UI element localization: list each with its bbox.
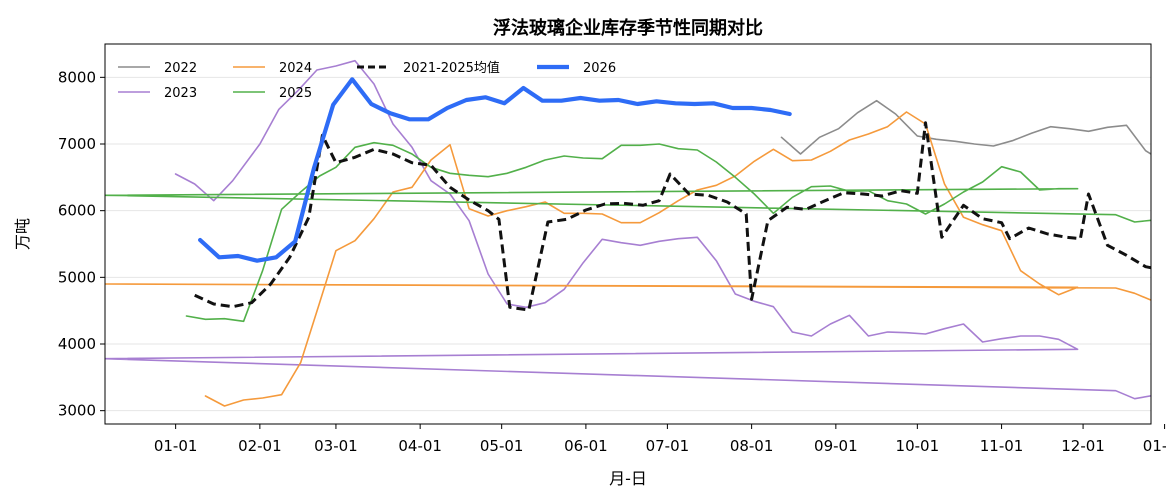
x-tick-label: 08-01 xyxy=(730,437,774,455)
series-line-2022 xyxy=(780,99,1151,156)
legend-label-2026: 2026 xyxy=(583,61,616,76)
series-layer xyxy=(105,59,1151,407)
legend-label-2022: 2022 xyxy=(164,61,197,76)
y-tick-label: 7000 xyxy=(58,135,96,153)
y-axis: 3000 4000 5000 6000 7000 8000 xyxy=(58,68,105,420)
x-tick-label: 04-01 xyxy=(398,437,442,455)
x-tick-label: 07-01 xyxy=(646,437,690,455)
y-tick-label: 3000 xyxy=(58,402,96,420)
y-tick-label: 4000 xyxy=(58,335,96,353)
x-axis-title: 月-日 xyxy=(609,469,647,488)
legend-label-2025: 2025 xyxy=(279,86,312,101)
x-axis: 01-01 02-01 03-01 04-01 05-01 06-01 07-01 08-01… xyxy=(154,424,1166,455)
series-line-2026 xyxy=(198,77,792,263)
series-line-2023 xyxy=(105,59,1151,400)
x-tick-label: 01-01 xyxy=(1143,437,1166,455)
y-tick-label: 8000 xyxy=(58,68,96,86)
x-tick-label: 02-01 xyxy=(238,437,282,455)
y-axis-title: 万吨 xyxy=(13,218,32,250)
legend-label-2024: 2024 xyxy=(279,61,312,76)
x-tick-label: 06-01 xyxy=(564,437,608,455)
chart-title: 浮法玻璃企业库存季节性同期对比 xyxy=(493,17,763,39)
x-tick-label: 03-01 xyxy=(314,437,358,455)
series-line-2024 xyxy=(105,111,1151,407)
plot-area xyxy=(105,59,1151,407)
series-line-2021-2025均值 xyxy=(194,121,1151,312)
grid-layer xyxy=(105,76,1151,412)
plot-frame xyxy=(104,43,1152,425)
y-tick-label: 6000 xyxy=(58,202,96,220)
x-tick-label: 01-01 xyxy=(154,437,198,455)
legend-label-2021-2025均值: 2021-2025均值 xyxy=(403,60,500,76)
x-tick-label: 12-01 xyxy=(1061,437,1105,455)
x-tick-label: 11-01 xyxy=(980,437,1024,455)
series-line-2025 xyxy=(105,141,1151,323)
legend-label-2023: 2023 xyxy=(164,86,197,101)
x-tick-label: 10-01 xyxy=(896,437,940,455)
legend: 2022 2023 2024 2025 2021-2025均值 2026 xyxy=(118,60,616,101)
y-tick-label: 5000 xyxy=(58,268,96,286)
x-tick-label: 05-01 xyxy=(480,437,524,455)
x-tick-label: 09-01 xyxy=(814,437,858,455)
